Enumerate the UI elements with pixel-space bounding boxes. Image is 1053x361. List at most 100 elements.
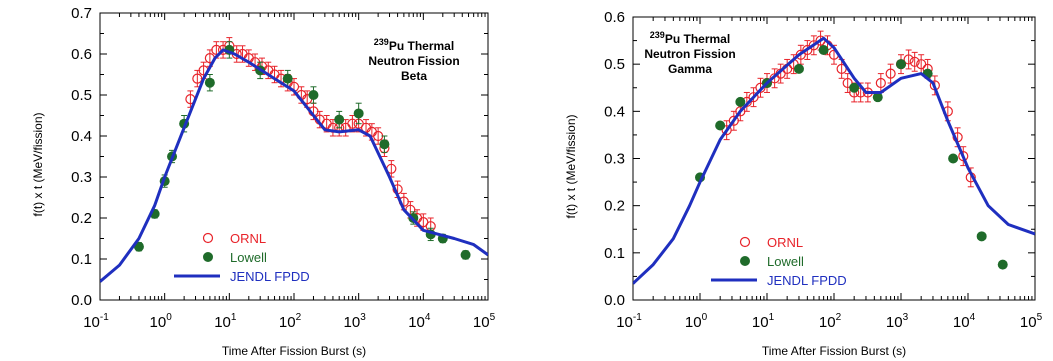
y-tick-label: 0.4 [71, 128, 92, 145]
data-point [793, 63, 804, 74]
x-tick-exp: 5 [490, 312, 496, 323]
x-tick-base: 10 [214, 314, 231, 331]
x-tick-label: 103 [886, 312, 909, 331]
series-ornl [721, 30, 976, 188]
y-tick-label: 0.1 [604, 245, 625, 262]
x-tick-exp: 2 [836, 312, 842, 323]
x-axis-label: Time After Fission Burst (s) [762, 344, 906, 358]
x-tick-base: 10 [752, 314, 769, 331]
annotation-line-3: Gamma [668, 62, 712, 76]
data-point [885, 68, 896, 79]
x-tick-base: 10 [150, 314, 167, 331]
y-tick-label: 0.5 [71, 87, 92, 104]
annotation-line-3: Beta [401, 69, 427, 83]
x-tick-exp: -1 [100, 312, 109, 323]
series-jendl-fpdd [633, 36, 1035, 285]
x-tick-base: 10 [886, 314, 903, 331]
x-tick-label: 102 [819, 312, 842, 331]
legend-swatch-filled [203, 252, 213, 262]
x-tick-label: 101 [752, 312, 775, 331]
data-point [379, 139, 390, 150]
data-point [818, 45, 829, 56]
x-tick-exp: 4 [425, 312, 431, 323]
data-point [460, 249, 471, 260]
x-tick-base: 10 [953, 314, 970, 331]
x-tick-exp: 0 [702, 312, 708, 323]
series-jendl-fpdd [100, 48, 488, 283]
annotation-line-2: Neutron Fission [368, 54, 459, 68]
annotation-element: Pu Thermal [389, 39, 454, 53]
x-tick-exp: 4 [970, 312, 976, 323]
data-point [308, 90, 319, 100]
data-point [903, 54, 914, 65]
y-tick-label: 0.0 [604, 292, 625, 309]
x-tick-base: 10 [344, 314, 361, 331]
legend-swatch-open [739, 236, 751, 248]
data-point [373, 130, 384, 142]
data-point [715, 120, 726, 131]
annotation-line-1: 239Pu Thermal [374, 37, 454, 53]
data-point [849, 82, 860, 93]
x-tick-base: 10 [685, 314, 702, 331]
x-tick-base: 10 [473, 314, 490, 331]
series-line [633, 36, 1035, 285]
y-tick-label: 0.3 [71, 169, 92, 186]
y-tick-label: 0.6 [604, 9, 625, 26]
x-tick-label: 10-1 [83, 312, 109, 331]
legend-label: ORNL [230, 231, 266, 246]
y-tick-label: 0.7 [71, 5, 92, 22]
legend-label: JENDL FPDD [767, 273, 847, 288]
data-point [192, 73, 203, 84]
data-point [211, 44, 222, 56]
chart-2: 0.00.10.20.30.40.50.610-1 100 101 102 103 104… [564, 9, 1043, 358]
x-tick-exp: 5 [1037, 312, 1043, 323]
annotation-line-2: Neutron Fission [644, 47, 735, 61]
x-tick-base: 10 [616, 314, 633, 331]
annotation-element: Pu Thermal [665, 32, 730, 46]
x-tick-label: 102 [279, 312, 302, 331]
x-tick-label: 105 [473, 312, 496, 331]
y-tick-label: 0.3 [604, 151, 625, 168]
x-tick-exp: 3 [360, 312, 366, 323]
annotation-mass: 239 [374, 37, 389, 47]
legend-swatch-filled [740, 256, 750, 266]
y-tick-label: 0.2 [604, 198, 625, 215]
legend-label: ORNL [767, 235, 803, 250]
annotation-line-1: 239Pu Thermal [650, 30, 730, 46]
y-axis-label: f(t) x t (MeV/fission) [564, 114, 578, 218]
y-tick-label: 0.5 [604, 56, 625, 73]
data-point [875, 77, 886, 89]
x-tick-base: 10 [83, 314, 100, 331]
x-tick-label: 100 [150, 312, 173, 331]
x-tick-base: 10 [408, 314, 425, 331]
x-tick-exp: 1 [231, 312, 237, 323]
y-tick-label: 0.2 [71, 210, 92, 227]
x-tick-exp: 1 [769, 312, 775, 323]
data-point [896, 59, 906, 70]
data-point [334, 114, 345, 125]
data-point [836, 63, 847, 74]
x-tick-exp: 2 [296, 312, 302, 323]
data-point [795, 49, 806, 60]
legend-label: Lowell [767, 254, 804, 269]
x-tick-exp: 0 [166, 312, 172, 323]
x-tick-label: 10-1 [616, 312, 642, 331]
x-axis-label: Time After Fission Burst (s) [222, 344, 366, 358]
annotation-mass: 239 [650, 30, 665, 40]
x-tick-label: 104 [953, 312, 976, 331]
data-point [204, 77, 215, 88]
legend: ORNL Lowell JENDL FPDD [174, 231, 310, 284]
chart-1: 0.00.10.20.30.40.50.60.710-1 100 101 102 103… [31, 5, 496, 358]
legend-label: JENDL FPDD [230, 269, 310, 284]
x-tick-label: 100 [685, 312, 708, 331]
x-tick-label: 103 [344, 312, 367, 331]
data-point [916, 59, 927, 70]
series-lowell [133, 41, 471, 260]
data-point [282, 73, 293, 84]
legend-swatch-open [202, 232, 214, 244]
data-point [872, 92, 883, 103]
x-tick-base: 10 [819, 314, 836, 331]
y-tick-label: 0.1 [71, 251, 92, 268]
